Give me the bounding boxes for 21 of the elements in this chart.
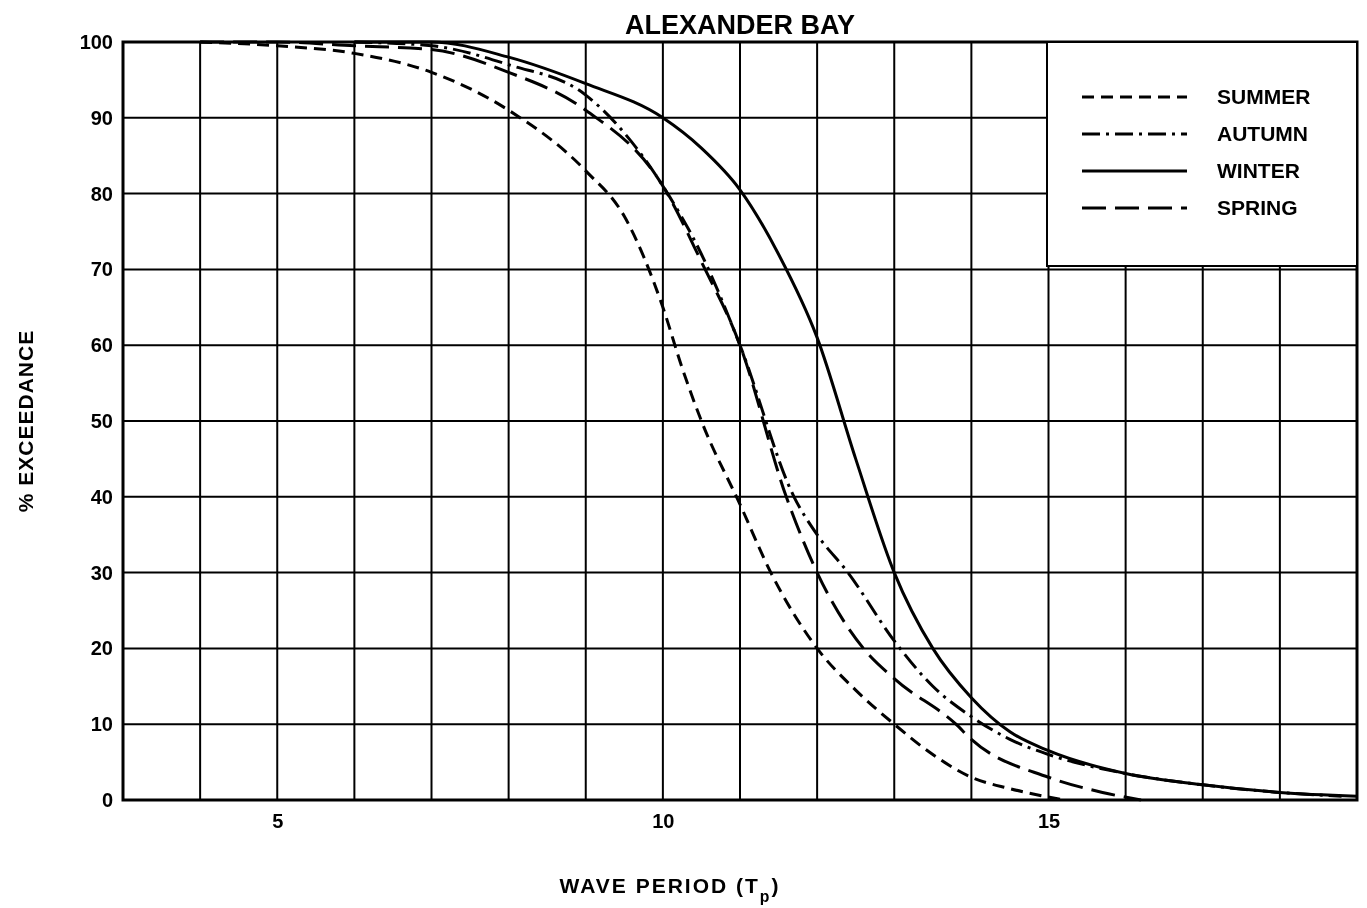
y-tick-label: 0 — [101, 788, 113, 811]
x-tick-label: 15 — [1037, 810, 1061, 833]
chart-title: ALEXANDER BAY — [624, 10, 856, 40]
y-tick-label: 20 — [90, 637, 113, 660]
legend-label: SPRING — [1217, 196, 1298, 219]
y-tick-label: 30 — [90, 561, 113, 584]
x-axis-title: WAVE PERIOD (T$_{p}$) — [559, 874, 781, 905]
legend-label: WINTER — [1217, 159, 1300, 182]
y-axis-title: % EXCEEDANCE — [14, 329, 37, 513]
y-tick-label: 100 — [79, 30, 113, 53]
y-tick-label: 60 — [90, 334, 113, 357]
y-tick-label: 10 — [90, 713, 113, 736]
legend-label: AUTUMN — [1217, 122, 1308, 145]
y-tick-label: 70 — [90, 258, 113, 281]
legend-label: SUMMER — [1217, 85, 1311, 108]
y-tick-label: 90 — [90, 106, 113, 129]
x-tick-label: 5 — [272, 810, 284, 833]
y-tick-label: 80 — [90, 182, 113, 205]
y-tick-label: 50 — [90, 409, 113, 432]
y-tick-label: 40 — [90, 485, 113, 508]
x-tick-label: 10 — [652, 810, 675, 833]
